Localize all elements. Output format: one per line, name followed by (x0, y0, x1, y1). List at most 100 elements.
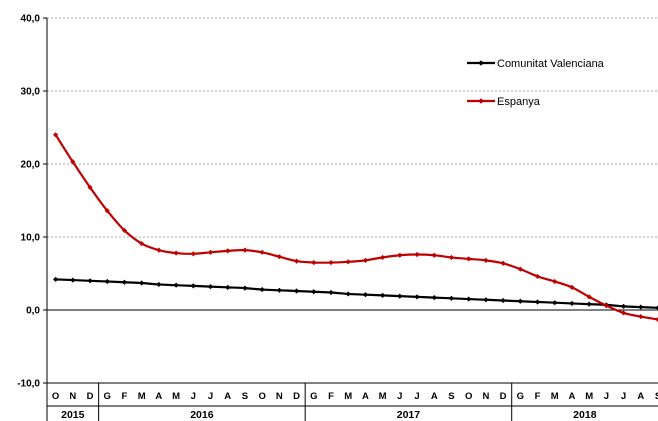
gridlines (47, 17, 658, 311)
data-point-comunitat-valenciana (517, 298, 523, 304)
data-point-espanya (139, 240, 145, 247)
data-point-comunitat-valenciana (173, 282, 179, 288)
x-tick-label: A (155, 391, 162, 402)
data-point-espanya (259, 249, 265, 255)
data-point-comunitat-valenciana (70, 277, 76, 283)
x-axis: ONDGFMAMJJASONDGFMAMJJASONDGFMAMJJAS2015… (46, 382, 658, 421)
data-point-comunitat-valenciana (534, 299, 541, 305)
y-tick-label: 10,0 (21, 233, 41, 244)
data-point-espanya (53, 132, 59, 138)
data-point-comunitat-valenciana (190, 283, 196, 289)
data-point-comunitat-valenciana (431, 294, 437, 301)
data-point-espanya (293, 258, 300, 264)
y-tick-label: -10,0 (17, 379, 40, 390)
data-point-comunitat-valenciana (655, 305, 658, 311)
data-point-espanya (380, 254, 386, 261)
x-tick-label: O (258, 391, 265, 402)
legend-label-comunitat-valenciana: Comunitat Valenciana (497, 58, 605, 70)
y-tick-label: 0,0 (26, 306, 40, 317)
data-point-comunitat-valenciana (104, 278, 110, 285)
data-point-espanya (190, 251, 196, 257)
data-point-comunitat-valenciana (121, 279, 128, 285)
data-point-comunitat-valenciana (225, 284, 231, 290)
data-point-espanya (414, 251, 420, 258)
data-point-espanya (345, 259, 351, 265)
data-point-espanya (500, 260, 506, 266)
data-point-espanya (569, 284, 575, 290)
data-point-espanya (311, 259, 317, 266)
data-point-espanya (638, 313, 644, 320)
x-tick-label: M (551, 391, 559, 402)
data-point-comunitat-valenciana (586, 301, 592, 307)
data-point-espanya (225, 248, 231, 254)
data-point-comunitat-valenciana (156, 281, 162, 288)
legend-marker-comunitat-valenciana (478, 60, 484, 66)
data-point-espanya (534, 273, 541, 280)
data-point-espanya (70, 159, 76, 165)
data-point-espanya (552, 278, 558, 285)
year-label: 2017 (397, 409, 421, 421)
year-label: 2018 (573, 409, 597, 421)
x-tick-label: J (621, 391, 626, 402)
data-point-espanya (276, 254, 282, 260)
x-tick-label: J (397, 391, 402, 402)
data-point-espanya (655, 316, 658, 323)
x-tick-label: A (637, 391, 644, 402)
x-tick-label: O (52, 391, 59, 402)
x-tick-label: J (414, 391, 419, 402)
year-label: 2016 (190, 409, 214, 421)
data-point-comunitat-valenciana (345, 291, 351, 297)
x-tick-label: M (138, 391, 146, 402)
data-point-comunitat-valenciana (414, 294, 420, 300)
x-tick-label: S (655, 391, 658, 402)
legend: Comunitat Valenciana Espanya (467, 58, 605, 108)
x-tick-label: J (208, 391, 213, 402)
data-point-comunitat-valenciana (483, 297, 489, 303)
data-point-comunitat-valenciana (500, 297, 506, 304)
x-tick-label: F (122, 391, 128, 402)
x-tick-label: M (379, 391, 387, 402)
data-point-comunitat-valenciana (620, 303, 627, 309)
x-tick-label: D (293, 391, 300, 402)
y-tick-label: 30,0 (21, 87, 41, 98)
data-point-espanya (586, 294, 592, 300)
x-tick-label: F (535, 391, 541, 402)
y-tick-label: 20,0 (21, 160, 41, 171)
year-label: 2015 (61, 409, 85, 421)
x-tick-label: J (604, 391, 609, 402)
data-point-comunitat-valenciana (638, 304, 644, 310)
data-point-espanya (431, 252, 437, 258)
x-tick-label: J (191, 391, 196, 402)
x-tick-label: S (448, 391, 454, 402)
data-point-espanya (362, 257, 369, 263)
y-tick-label: 40,0 (21, 14, 41, 25)
y-axis: -10,0 0,0 10,0 20,0 30,0 40,0 (17, 14, 48, 390)
data-point-espanya (173, 250, 179, 256)
data-point-comunitat-valenciana (448, 295, 455, 301)
data-point-comunitat-valenciana (259, 286, 265, 293)
series-line-comunitat-valenciana (55, 278, 658, 309)
data-point-comunitat-valenciana (139, 280, 145, 286)
legend-label-espanya: Espanya (497, 96, 541, 108)
x-tick-label: M (585, 391, 593, 402)
x-tick-label: G (517, 391, 524, 402)
x-tick-label: N (482, 391, 489, 402)
x-tick-label: A (224, 391, 231, 402)
data-point-espanya (620, 310, 627, 316)
data-point-espanya (603, 303, 609, 309)
data-point-comunitat-valenciana (466, 296, 472, 302)
x-tick-label: F (328, 391, 334, 402)
x-tick-label: O (465, 391, 472, 402)
data-point-espanya (328, 259, 334, 266)
data-point-espanya (207, 249, 214, 255)
data-point-comunitat-valenciana (380, 292, 386, 298)
data-point-espanya (242, 247, 248, 253)
series-group (53, 132, 658, 323)
data-point-espanya (104, 208, 110, 214)
data-point-comunitat-valenciana (569, 300, 575, 307)
x-tick-label: G (310, 391, 317, 402)
x-tick-label: A (569, 391, 576, 402)
x-tick-label: S (242, 391, 248, 402)
data-point-espanya (121, 227, 128, 234)
